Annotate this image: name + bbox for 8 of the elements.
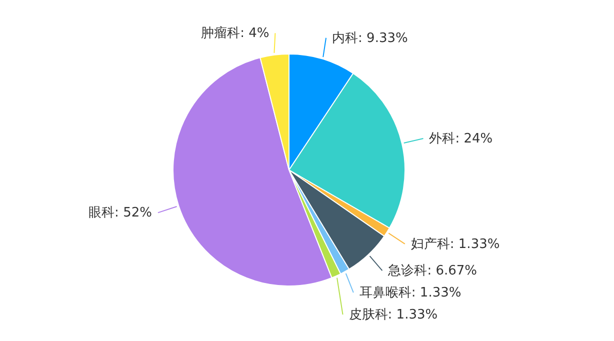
slice-label: 外科: 24% <box>429 131 493 146</box>
slice-label: 肿瘤科: 4% <box>201 25 270 42</box>
slice-label: 急诊科: 6.67% <box>387 264 478 279</box>
slice-label: 皮肤科: 1.33% <box>348 308 438 323</box>
slice-label: 耳鼻喉科: 1.33% <box>359 286 462 301</box>
slice-label: 妇产科: 1.33% <box>410 236 500 252</box>
slice-label: 内科: 9.33% <box>332 30 408 46</box>
slice-label: 眼科: 52% <box>88 206 152 221</box>
